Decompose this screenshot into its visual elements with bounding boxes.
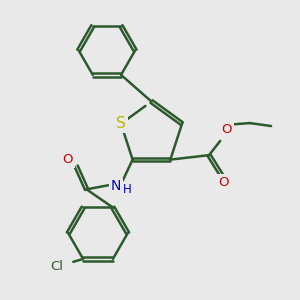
Text: O: O [63,153,73,166]
Text: Cl: Cl [50,260,63,273]
Text: O: O [222,122,232,136]
Text: N: N [111,179,122,194]
Text: O: O [219,176,229,189]
Text: H: H [123,183,132,196]
Text: S: S [116,116,126,131]
